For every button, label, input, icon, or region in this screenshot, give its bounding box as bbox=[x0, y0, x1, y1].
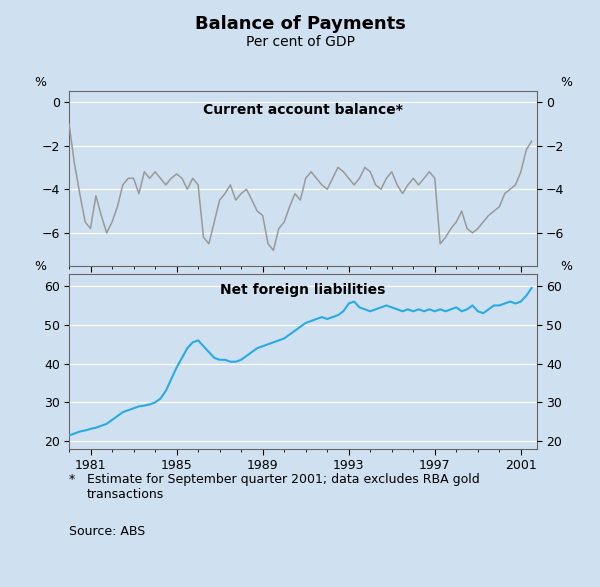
Text: %: % bbox=[34, 76, 46, 89]
Text: %: % bbox=[560, 76, 572, 89]
Text: Source: ABS: Source: ABS bbox=[69, 525, 145, 538]
Text: %: % bbox=[34, 259, 46, 272]
Text: Current account balance*: Current account balance* bbox=[203, 103, 403, 117]
Text: Estimate for September quarter 2001; data excludes RBA gold
transactions: Estimate for September quarter 2001; dat… bbox=[87, 473, 480, 501]
Text: Per cent of GDP: Per cent of GDP bbox=[245, 35, 355, 49]
Text: Balance of Payments: Balance of Payments bbox=[194, 15, 406, 33]
Text: %: % bbox=[560, 259, 572, 272]
Text: *: * bbox=[69, 473, 75, 485]
Text: Net foreign liabilities: Net foreign liabilities bbox=[220, 283, 386, 297]
